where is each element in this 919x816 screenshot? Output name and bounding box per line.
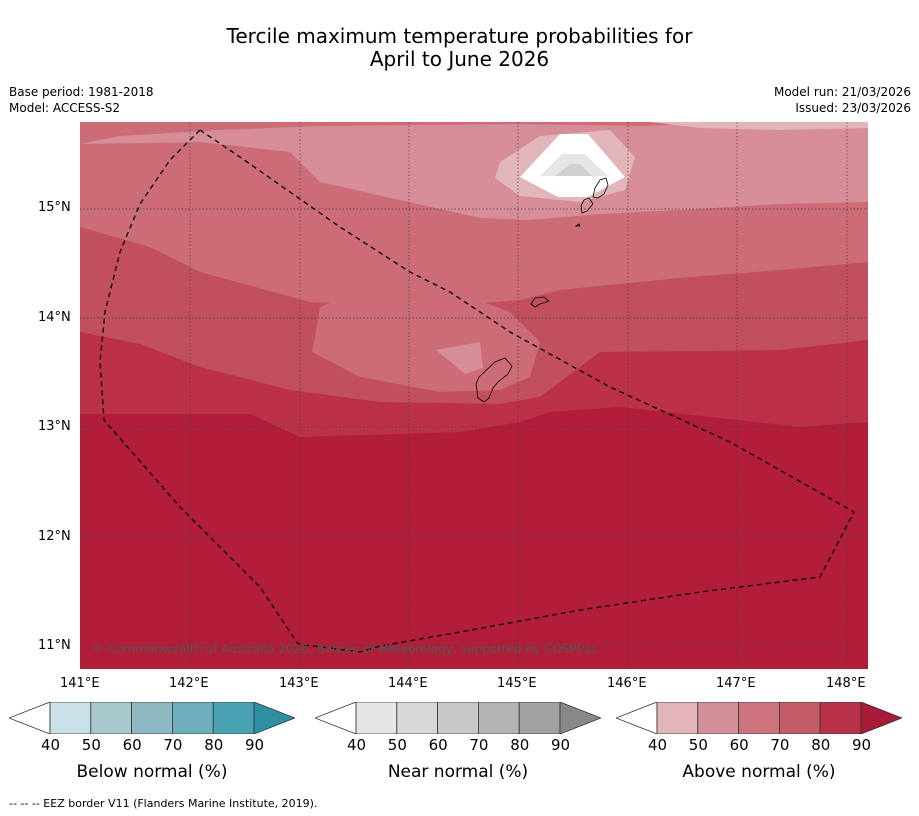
colorbar-near-cell-40 (355, 702, 398, 734)
colorbar-near-tick-40: 40 (347, 736, 367, 754)
colorbar-near-cell-70 (477, 702, 520, 734)
colorbar-below-cell-70 (171, 702, 214, 734)
islands (475, 177, 609, 403)
colorbar-near-tick-70: 70 (469, 736, 489, 754)
probability-map: © Commonwealth of Australia 2026, Bureau… (80, 122, 868, 669)
rota-island (530, 296, 550, 308)
lon-label-145e: 145°E (497, 676, 537, 691)
lat-label-14n: 14°N (38, 310, 71, 325)
lat-label-11n: 11°N (38, 638, 71, 653)
tinian-island (580, 197, 594, 214)
colorbar-above-normal (616, 702, 902, 734)
base-period: Base period: 1981-2018 (9, 85, 154, 99)
chart-title-line1: Tercile maximum temperature probabilitie… (226, 24, 693, 48)
colorbar-below-tick-70: 70 (163, 736, 183, 754)
colorbar-near-tick-50: 50 (387, 736, 407, 754)
colorbar-below-tick-40: 40 (41, 736, 61, 754)
chart-title-line2: April to June 2026 (369, 47, 550, 71)
copyright-notice: © Commonwealth of Australia 2026, Bureau… (92, 642, 597, 656)
colorbar-above-cells (656, 702, 862, 734)
lon-label-141e: 141°E (60, 676, 100, 691)
eez-footnote: -- -- -- EEZ border V11 (Flanders Marine… (9, 797, 318, 810)
colorbar-below-cell-80 (212, 702, 255, 734)
model-name: Model: ACCESS-S2 (9, 101, 121, 115)
colorbar-above-tick-90: 90 (852, 736, 872, 754)
colorbar-above-tick-50: 50 (688, 736, 708, 754)
colorbar-below-title: Below normal (%) (76, 762, 228, 782)
colorbar-below-cell-60 (131, 702, 173, 734)
guam-island (475, 357, 513, 403)
colorbar-below-cell-50 (90, 702, 133, 734)
colorbar-above-under (616, 702, 658, 734)
lon-label-146e: 146°E (607, 676, 647, 691)
colorbar-below-tick-60: 60 (122, 736, 142, 754)
colorbar-above-cell-80 (819, 702, 862, 734)
lat-label-15n: 15°N (38, 200, 71, 215)
colorbar-below-cell-40 (49, 702, 92, 734)
lon-label-144e: 144°E (388, 676, 428, 691)
colorbar-above-cell-40 (656, 702, 699, 734)
lon-label-142e: 142°E (169, 676, 209, 691)
colorbar-near-over (559, 702, 601, 734)
colorbar-above-cell-50 (697, 702, 740, 734)
colorbar-above-tick-40: 40 (648, 736, 668, 754)
colorbar-near-tick-90: 90 (551, 736, 571, 754)
colorbar-below-tick-80: 80 (204, 736, 224, 754)
colorbar-near-normal (315, 702, 601, 734)
zone-above-40-50-edge (650, 122, 868, 130)
lon-label-148e: 148°E (826, 676, 866, 691)
aguijan-island (574, 223, 581, 227)
lon-label-147e: 147°E (716, 676, 756, 691)
zone-near-normal-inner (555, 164, 592, 176)
colorbar-below-tick-90: 90 (245, 736, 265, 754)
colorbar-above-cell-70 (778, 702, 821, 734)
saipan-island (592, 177, 609, 199)
zone-above-50-60-small (436, 342, 483, 374)
colorbar-above-title: Above normal (%) (682, 762, 836, 782)
colorbar-near-under (315, 702, 357, 734)
colorbar-near-tick-60: 60 (428, 736, 448, 754)
colorbar-below-normal (9, 702, 295, 734)
lat-label-13n: 13°N (38, 419, 71, 434)
lon-label-143e: 143°E (279, 676, 319, 691)
colorbar-below-over (253, 702, 295, 734)
colorbar-near-cell-50 (396, 702, 439, 734)
zone-above-60-70-central (312, 282, 540, 392)
lat-label-12n: 12°N (38, 529, 71, 544)
eez-border (99, 129, 855, 653)
colorbar-below-tick-50: 50 (81, 736, 101, 754)
colorbar-near-cell-80 (518, 702, 561, 734)
colorbar-above-tick-80: 80 (811, 736, 831, 754)
issued-date: Issued: 23/03/2026 (795, 101, 911, 115)
colorbar-below-under (9, 702, 51, 734)
colorbar-near-cells (355, 702, 561, 734)
colorbar-near-cell-60 (437, 702, 479, 734)
colorbar-above-tick-60: 60 (729, 736, 749, 754)
colorbar-above-tick-70: 70 (770, 736, 790, 754)
colorbar-below-cells (49, 702, 255, 734)
colorbar-near-title: Near normal (%) (387, 762, 529, 782)
colorbar-above-cell-60 (738, 702, 780, 734)
colorbar-near-tick-80: 80 (510, 736, 530, 754)
model-run: Model run: 21/03/2026 (773, 85, 911, 99)
colorbar-above-over (860, 702, 902, 734)
zone-above-50-60 (80, 122, 868, 220)
